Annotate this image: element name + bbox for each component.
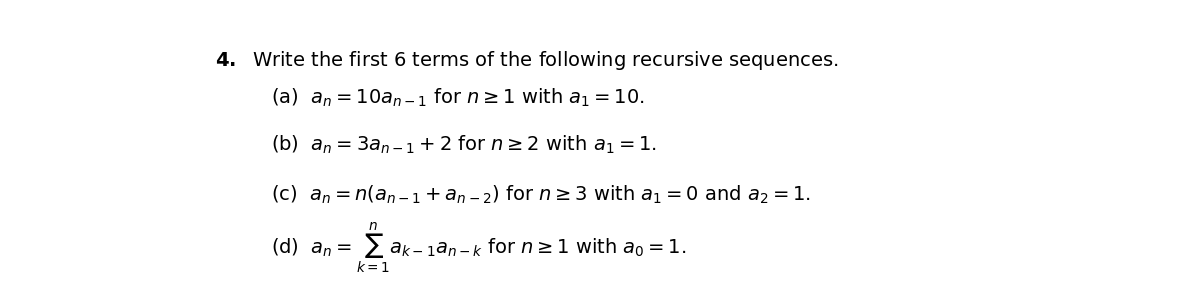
Text: (c)  $a_n = n(a_{n-1} + a_{n-2})$ for $n \geq 3$ with $a_1 = 0$ and $a_2 = 1.$: (c) $a_n = n(a_{n-1} + a_{n-2})$ for $n … [271,183,811,206]
Text: (d)  $a_n = \sum_{k=1}^{n} a_{k-1}a_{n-k}$ for $n \geq 1$ with $a_0 = 1.$: (d) $a_n = \sum_{k=1}^{n} a_{k-1}a_{n-k}… [271,221,686,276]
Text: (a)  $a_n = 10a_{n-1}$ for $n \geq 1$ with $a_1 = 10.$: (a) $a_n = 10a_{n-1}$ for $n \geq 1$ wit… [271,87,644,109]
Text: $\bf{4.}$  Write the first 6 terms of the following recursive sequences.: $\bf{4.}$ Write the first 6 terms of the… [215,48,839,72]
Text: (b)  $a_n = 3a_{n-1} + 2$ for $n \geq 2$ with $a_1 = 1.$: (b) $a_n = 3a_{n-1} + 2$ for $n \geq 2$ … [271,134,656,156]
